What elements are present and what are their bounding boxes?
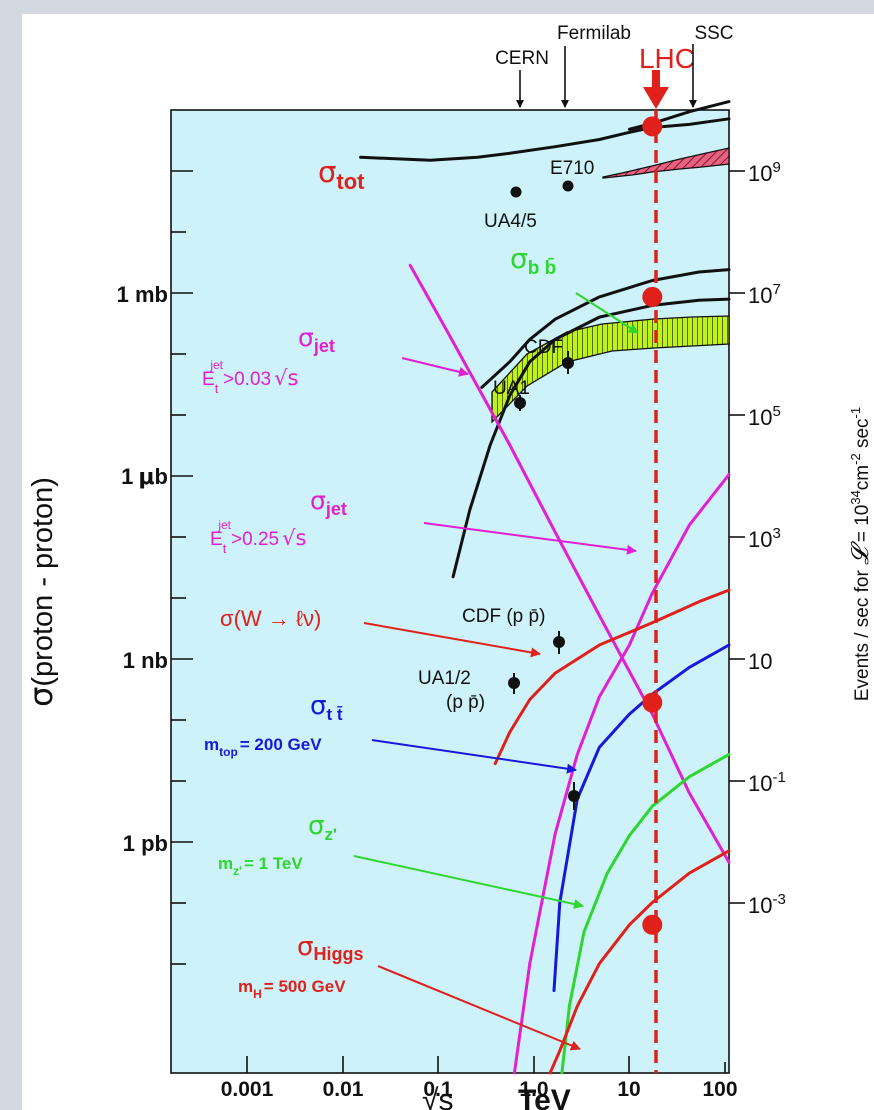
xtick-10: 10 <box>617 1078 640 1101</box>
label-ua12-pp: (p p̄) <box>446 692 485 713</box>
tick-1e3: 103 <box>748 525 781 552</box>
xtick-0001: 0.001 <box>221 1078 274 1101</box>
arrow-sigma-tt <box>371 739 577 774</box>
arrow-sigma-jet1 <box>401 357 469 377</box>
tick-1e5: 105 <box>748 403 781 430</box>
tick-1nb: 1 nb <box>123 648 168 673</box>
x-axis-unit: TeV <box>518 1084 571 1110</box>
series-curve-7 <box>493 588 731 766</box>
xtick-001: 0.01 <box>323 1078 364 1101</box>
label-mz: mz' = 1 TeV <box>218 854 303 878</box>
label-ua1: UA1 <box>493 378 530 399</box>
data-point-ua45 <box>510 186 522 198</box>
label-sigma-zp: σz' <box>308 811 337 844</box>
machine-lhc: LHC <box>639 43 695 74</box>
data-point-ua1 <box>514 395 526 411</box>
right-axis-ticks <box>729 170 745 904</box>
lhc-point-2 <box>642 692 663 713</box>
lhc-point-3 <box>642 914 663 935</box>
bottom-tick-labels: 0.001 0.01 0.1 1.0 10 100 <box>221 1078 738 1101</box>
label-sigma-jet2: σjet <box>310 486 347 519</box>
data-point-ua12 <box>508 673 520 694</box>
label-cdf: CDF <box>524 337 563 358</box>
right-tick-labels: 109 107 105 103 10 10-1 10-3 <box>748 159 786 918</box>
label-sigma-tot: σtot <box>318 155 365 194</box>
machine-fermilab: Fermilab <box>557 23 631 44</box>
label-sigma-bb: σb b̄ <box>510 242 556 279</box>
cross-section-chart: 1 mb 1 μb 1 nb 1 pb 109 107 105 103 10 10… <box>22 23 874 1110</box>
curve-layer <box>359 100 731 1075</box>
label-e710: E710 <box>550 158 594 179</box>
tick-1em3: 10-3 <box>748 891 786 918</box>
plot-area <box>170 109 730 1074</box>
label-ua12: UA1/2 <box>418 668 471 689</box>
label-jet2-cond: Etjet>0.25 √s <box>210 518 306 556</box>
series-curve-9 <box>560 752 731 1075</box>
tick-1e9: 109 <box>748 159 781 186</box>
arrow-sigma-jet2 <box>423 522 637 555</box>
data-point-ttbar <box>568 782 580 810</box>
series-curve-6 <box>512 473 731 1075</box>
lhc-point-0 <box>642 116 663 137</box>
tick-1mb: 1 mb <box>117 282 168 307</box>
bottom-axis-ticks <box>246 1056 726 1073</box>
machine-ssc: SSC <box>694 23 733 44</box>
x-axis-sqrt-s: √s <box>422 1084 453 1110</box>
label-jet1-cond: Etjet>0.03 √s <box>202 358 298 396</box>
label-sigma-tt: σt t̄ <box>310 691 343 724</box>
xtick-01: 0.1 <box>423 1078 453 1101</box>
xtick-1: 1.0 <box>519 1078 548 1101</box>
figure-card: 1 mb 1 μb 1 nb 1 pb 109 107 105 103 10 10… <box>22 14 874 1110</box>
label-ua45: UA4/5 <box>484 211 537 232</box>
series-curve-8 <box>552 643 731 992</box>
label-sigma-w: σ(W → ℓν) <box>220 606 321 631</box>
data-point-e710 <box>562 180 574 192</box>
series-curve-10 <box>548 849 731 1075</box>
arrow-lhc <box>643 70 669 109</box>
series-curve-1 <box>627 100 731 131</box>
tick-1ub: 1 μb <box>121 464 168 490</box>
y-axis-right-label: Events / sec for 𝓛 = 1034cm-2 sec-1 <box>846 407 874 701</box>
tick-1em1: 10-1 <box>748 769 786 796</box>
lhc-point-1 <box>642 286 663 307</box>
tick-1pb: 1 pb <box>123 831 168 856</box>
series-curve-0 <box>359 124 654 162</box>
label-cdf-pp: CDF (p p̄) <box>462 606 545 627</box>
sigma-tot-band <box>602 147 730 179</box>
arrow-sigma-w <box>363 622 541 658</box>
label-mh: mH = 500 GeV <box>238 977 346 1001</box>
arrow-sigma-higgs <box>377 965 581 1051</box>
left-axis-ticks <box>171 170 193 965</box>
label-mtop: mtop = 200 GeV <box>204 735 322 759</box>
data-point-cdf <box>562 351 574 374</box>
y-axis-left-label: σ(proton - proton) <box>22 477 60 707</box>
tick-1e7: 107 <box>748 281 781 308</box>
series-curve-2 <box>627 117 731 134</box>
machine-cern: CERN <box>495 48 549 69</box>
series-curve-3 <box>480 268 731 389</box>
label-sigma-jet1: σjet <box>298 323 335 356</box>
label-sigma-higgs: σHiggs <box>297 932 364 964</box>
tick-10: 10 <box>748 649 772 674</box>
series-curve-4 <box>451 297 731 579</box>
arrow-sigma-zp <box>353 855 584 909</box>
xtick-100: 100 <box>702 1078 737 1101</box>
arrow-sigma-bb <box>575 292 639 334</box>
data-point-cdf-pp <box>553 631 565 654</box>
